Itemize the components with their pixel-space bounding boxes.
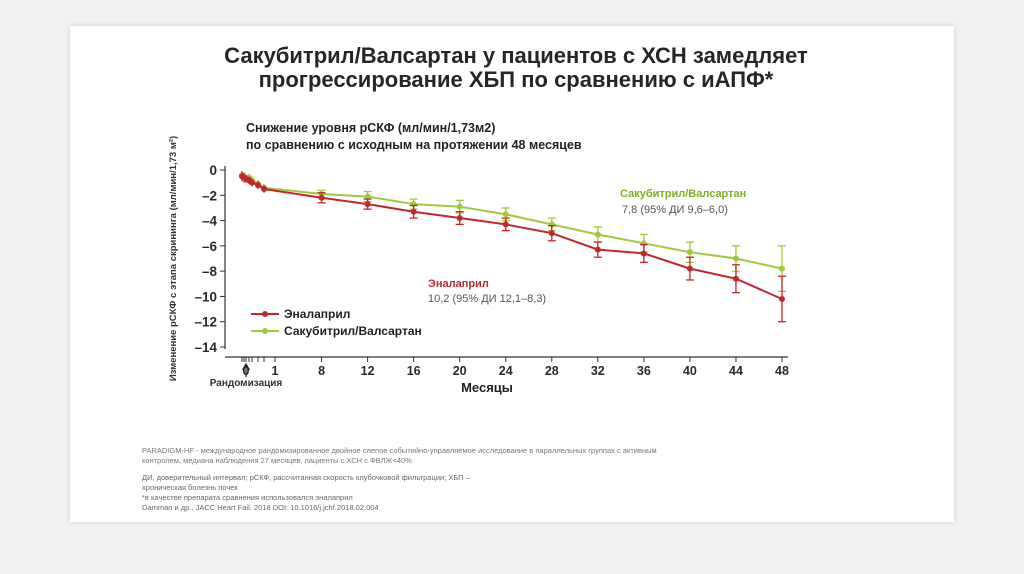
data-point bbox=[261, 185, 267, 192]
legend-swatch-dot bbox=[262, 328, 268, 334]
annotation-enalapril-name: Эналаприл bbox=[428, 278, 489, 290]
data-point bbox=[686, 249, 693, 256]
y-axis-label: Изменение рСКФ с этапа скрининга (мл/мин… bbox=[168, 136, 179, 381]
x-tick-label: 32 bbox=[591, 364, 605, 378]
annotation-enalapril-value: 10,2 (95% ДИ 12,1–8,3) bbox=[428, 293, 546, 305]
chart-subtitle: Снижение уровня рСКФ (мл/мин/1,73м2) по … bbox=[246, 120, 582, 154]
data-point bbox=[779, 295, 785, 302]
chart-subtitle-line-2: по сравнению с исходным на протяжении 48… bbox=[246, 138, 582, 152]
data-point bbox=[364, 201, 371, 208]
footnote-line: хроническая болезнь почек bbox=[142, 483, 238, 492]
data-point bbox=[594, 246, 601, 253]
y-tick-label: –14 bbox=[194, 340, 217, 355]
randomization-arrow-head bbox=[241, 362, 251, 371]
y-tick-label: –6 bbox=[202, 239, 218, 254]
y-tick-label: –4 bbox=[202, 214, 218, 229]
data-point bbox=[255, 182, 261, 189]
legend-swatch-dot bbox=[262, 311, 268, 317]
data-point bbox=[502, 221, 509, 228]
annotation-sacubitril-value: 7,8 (95% ДИ 9,6–6,0) bbox=[622, 204, 728, 216]
data-point bbox=[640, 250, 647, 257]
data-point bbox=[318, 194, 325, 201]
slide-title-line-1: Сакубитрил/Валсартан у пациентов с ХСН з… bbox=[224, 43, 808, 68]
footnote-line: контролем, медиана наблюдения 27 месяцев… bbox=[142, 456, 412, 465]
data-point bbox=[548, 230, 555, 237]
x-tick-label: 40 bbox=[683, 364, 697, 378]
footnote-block-1: PARADIGM-HF - международное рандомизиров… bbox=[142, 446, 657, 466]
footnote-block-2: ДИ, доверительный интервал; рСКФ, рассчи… bbox=[142, 473, 470, 513]
data-point bbox=[594, 231, 601, 238]
x-tick-label: 8 bbox=[318, 364, 325, 378]
x-axis-label: Месяцы bbox=[461, 380, 513, 395]
y-tick-label: –10 bbox=[194, 289, 217, 304]
slide: Сакубитрил/Валсартан у пациентов с ХСН з… bbox=[70, 26, 954, 522]
data-point bbox=[456, 215, 463, 222]
x-tick-label: 20 bbox=[453, 364, 467, 378]
y-tick-label: –12 bbox=[194, 315, 217, 330]
slide-title: Сакубитрил/Валсартан у пациентов с ХСН з… bbox=[106, 44, 926, 92]
data-point bbox=[502, 211, 509, 218]
data-point bbox=[364, 193, 371, 200]
legend-label: Эналаприл bbox=[284, 307, 350, 321]
data-point bbox=[732, 255, 739, 262]
x-tick-label: 12 bbox=[361, 364, 375, 378]
randomization-label: Рандомизация bbox=[210, 378, 283, 389]
y-tick-label: –2 bbox=[202, 188, 217, 203]
footnote-line: PARADIGM-HF - международное рандомизиров… bbox=[142, 446, 657, 455]
footnote-line: *в качестве препарата сравнения использо… bbox=[142, 493, 353, 502]
y-tick-label: 0 bbox=[209, 163, 217, 178]
data-point bbox=[686, 265, 693, 272]
footnote-line: Damman и др., JACC Heart Fail. 2018 DOI:… bbox=[142, 503, 379, 512]
annotation-sacubitril-name: Сакубитрил/Валсартан bbox=[620, 188, 746, 200]
data-point bbox=[249, 179, 255, 186]
data-point bbox=[779, 265, 785, 272]
x-tick-label: 48 bbox=[775, 364, 789, 378]
data-point bbox=[456, 203, 463, 210]
x-tick-label: 44 bbox=[729, 364, 743, 378]
x-tick-label: 16 bbox=[407, 364, 421, 378]
y-tick-label: –8 bbox=[202, 264, 218, 279]
footnote-line: ДИ, доверительный интервал; рСКФ, рассчи… bbox=[142, 473, 470, 482]
x-tick-label: 28 bbox=[545, 364, 559, 378]
data-point bbox=[732, 275, 739, 282]
data-point bbox=[410, 208, 417, 215]
x-tick-label: 24 bbox=[499, 364, 513, 378]
x-tick-label: 36 bbox=[637, 364, 651, 378]
x-tick-label: 1 bbox=[272, 364, 279, 378]
chart-subtitle-line-1: Снижение уровня рСКФ (мл/мин/1,73м2) bbox=[246, 121, 496, 135]
slide-title-line-2: прогрессирование ХБП по сравнению с иАПФ… bbox=[258, 67, 774, 92]
legend-label: Сакубитрил/Валсартан bbox=[284, 324, 422, 338]
